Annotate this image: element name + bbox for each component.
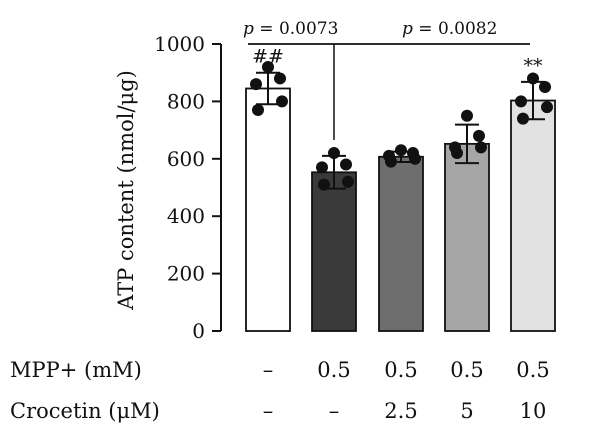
row-value: –: [263, 399, 274, 423]
data-point: [475, 141, 487, 154]
y-tick-label: 1000: [154, 32, 205, 56]
row-value: 0.5: [450, 358, 483, 382]
bar: [510, 99, 556, 332]
bar: [378, 155, 424, 332]
y-axis-label: ATP content (nmol/μg): [114, 70, 138, 311]
data-point: [517, 112, 529, 125]
y-tick-label: 200: [167, 262, 205, 286]
data-point: [342, 175, 354, 188]
comparison-p-2-value: = 0.0082: [413, 19, 498, 39]
row-value: 0.5: [516, 358, 549, 382]
data-point: [316, 161, 328, 174]
data-point: [541, 101, 553, 114]
data-point: [473, 129, 485, 142]
bar: [245, 87, 291, 332]
row-label-mpp: MPP+ (mM): [10, 358, 142, 382]
row-value: 0.5: [384, 358, 417, 382]
data-point: [250, 78, 262, 91]
data-point: [527, 72, 539, 85]
data-point: [274, 72, 286, 85]
y-tick-label: 800: [167, 89, 205, 113]
comparison-p-1-value: = 0.0073: [254, 19, 339, 39]
treatment-rows: MPP+ (mM) Crocetin (μM) – 0.5 0.5 0.5 0.5 – – 2…: [10, 358, 550, 423]
row-value: 5: [460, 399, 473, 423]
data-point: [515, 95, 527, 108]
row-value: –: [263, 358, 274, 382]
comparison-p-1: p = 0.0073: [243, 19, 338, 39]
data-point: [409, 152, 421, 165]
data-point: [395, 144, 407, 157]
bars: ## **: [245, 46, 556, 332]
comparison-p-2-symbol: p: [402, 19, 413, 39]
data-point: [276, 95, 288, 108]
row-value: –: [329, 399, 340, 423]
row-value: 10: [520, 399, 547, 423]
comparison-p-1-symbol: p: [243, 19, 254, 39]
data-point: [340, 158, 352, 171]
data-point: [461, 109, 473, 122]
comparison-p-2: p = 0.0082: [402, 19, 497, 39]
data-point: [451, 147, 463, 160]
data-point: [385, 155, 397, 168]
y-ticks: 0 200 400 600 800 1000: [154, 32, 221, 343]
data-point: [318, 178, 330, 191]
y-tick-label: 400: [167, 204, 205, 228]
comparison-brackets: p = 0.0073 p = 0.0082: [243, 19, 530, 140]
data-point: [539, 81, 551, 94]
row-value: 2.5: [384, 399, 417, 423]
y-tick-label: 0: [192, 319, 205, 343]
y-tick-label: 600: [167, 147, 205, 171]
data-point: [252, 104, 264, 117]
row-label-crocetin: Crocetin (μM): [10, 399, 160, 423]
data-point: [328, 147, 340, 160]
significance-marker: **: [524, 55, 544, 77]
row-value: 0.5: [317, 358, 350, 382]
significance-marker: ##: [252, 46, 284, 68]
data-point: [262, 60, 274, 73]
bar: [444, 142, 490, 332]
bar: [311, 171, 357, 332]
